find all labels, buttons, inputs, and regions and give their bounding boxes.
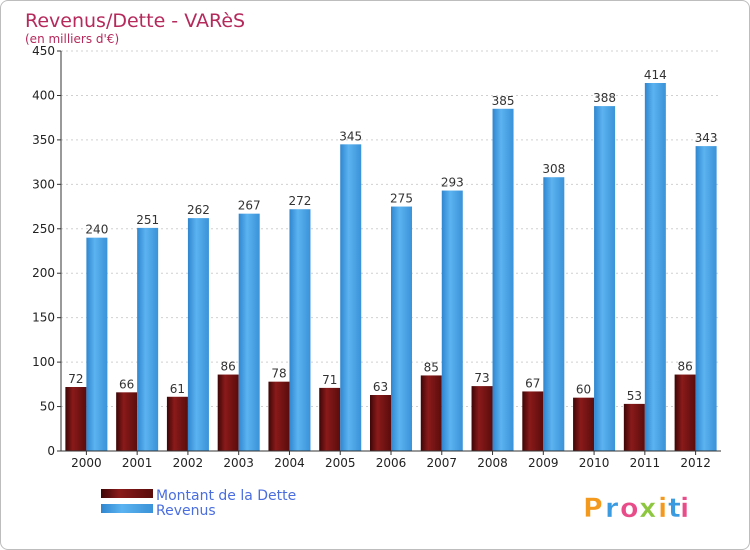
value-label-revenus: 240 xyxy=(85,223,108,237)
x-tick-label: 2000 xyxy=(71,456,102,470)
value-labels: 72 240 66 251 61 262 86 267 78 272 71 345 63 275 85 293… xyxy=(68,68,717,403)
bar-revenus xyxy=(238,213,260,451)
bar-debt xyxy=(623,403,645,451)
y-tick-label: 300 xyxy=(32,177,55,191)
y-tick-label: 200 xyxy=(32,266,55,280)
bar-debt xyxy=(116,392,138,451)
value-label-debt: 72 xyxy=(68,372,83,386)
legend-swatch-debt xyxy=(101,489,153,498)
value-label-revenus: 388 xyxy=(593,91,616,105)
y-axis-ticks: 0 50 100 150 200 250 300 350 400 450 xyxy=(32,44,61,458)
legend-label-debt: Montant de la Dette xyxy=(156,488,296,504)
y-tick-label: 50 xyxy=(40,400,55,414)
bar-revenus xyxy=(492,108,514,452)
x-tick-label: 2004 xyxy=(274,456,305,470)
value-label-revenus: 267 xyxy=(238,199,261,213)
bar-layer xyxy=(65,83,717,452)
bar-debt xyxy=(471,386,493,451)
x-tick-label: 2001 xyxy=(122,456,153,470)
x-tick-label: 2006 xyxy=(376,456,407,470)
bar-revenus xyxy=(137,227,159,451)
chart-subtitle: (en milliers d'€) xyxy=(25,32,119,46)
value-label-revenus: 345 xyxy=(339,129,362,143)
value-label-revenus: 275 xyxy=(390,192,413,206)
bar-debt xyxy=(420,375,442,451)
value-label-debt: 66 xyxy=(119,377,134,391)
value-label-revenus: 272 xyxy=(289,194,312,208)
x-tick-label: 2008 xyxy=(477,456,508,470)
value-label-debt: 85 xyxy=(424,360,439,374)
bar-revenus xyxy=(391,206,412,451)
bar-revenus xyxy=(644,83,666,451)
value-label-debt: 60 xyxy=(576,383,591,397)
y-tick-label: 100 xyxy=(32,355,55,369)
bar-debt xyxy=(217,374,239,451)
value-label-debt: 67 xyxy=(525,376,540,390)
bar-revenus xyxy=(695,146,717,451)
value-label-revenus: 293 xyxy=(441,176,464,190)
value-label-debt: 63 xyxy=(373,380,388,394)
logo-letter: P xyxy=(583,493,603,524)
logo-letter: r xyxy=(605,493,619,524)
bar-revenus xyxy=(86,237,108,451)
bar-debt xyxy=(370,395,391,451)
y-tick-label: 450 xyxy=(32,44,55,58)
bar-debt xyxy=(65,387,87,451)
bar-debt xyxy=(522,391,544,451)
x-tick-label: 2005 xyxy=(325,456,356,470)
y-tick-label: 0 xyxy=(47,444,55,458)
value-label-revenus: 251 xyxy=(136,213,159,227)
logo-letter: i xyxy=(658,493,667,524)
value-label-debt: 73 xyxy=(474,371,489,385)
bar-revenus xyxy=(543,177,565,451)
bar-revenus xyxy=(594,106,616,451)
bar-debt xyxy=(166,396,188,451)
chart-title: Revenus/Dette - VARèS xyxy=(25,10,245,32)
y-tick-label: 350 xyxy=(32,133,55,147)
x-tick-label: 2003 xyxy=(223,456,254,470)
value-label-revenus: 262 xyxy=(187,203,210,217)
x-tick-label: 2002 xyxy=(173,456,204,470)
legend: Montant de la Dette Revenus xyxy=(101,488,296,519)
bar-revenus xyxy=(441,190,463,452)
value-label-debt: 61 xyxy=(170,382,185,396)
x-tick-label: 2012 xyxy=(680,456,711,470)
x-tick-label: 2010 xyxy=(579,456,610,470)
logo-letter: t xyxy=(668,493,681,524)
value-label-revenus: 414 xyxy=(644,68,667,82)
value-label-debt: 53 xyxy=(627,389,642,403)
legend-swatch-revenus xyxy=(101,504,153,513)
bar-debt xyxy=(268,381,290,451)
value-label-debt: 78 xyxy=(271,367,286,381)
x-tick-label: 2007 xyxy=(426,456,457,470)
y-tick-label: 400 xyxy=(32,88,55,102)
logo-letter: x xyxy=(639,493,656,524)
x-axis-ticks: 2000 2001 2002 2003 2004 2005 2006 2007 2008 2009… xyxy=(71,451,711,470)
value-label-revenus: 308 xyxy=(542,162,565,176)
logo-letter: i xyxy=(680,493,689,524)
x-tick-label: 2011 xyxy=(630,456,661,470)
bar-revenus xyxy=(289,209,311,451)
bar-debt xyxy=(674,374,696,451)
bar-revenus xyxy=(340,144,362,452)
value-label-debt: 86 xyxy=(221,360,236,374)
bar-debt xyxy=(319,387,341,451)
bar-debt xyxy=(573,397,595,451)
value-label-revenus: 343 xyxy=(695,131,718,145)
value-label-debt: 71 xyxy=(322,373,337,387)
y-tick-label: 250 xyxy=(32,222,55,236)
logo-letter: o xyxy=(620,493,639,524)
value-label-debt: 86 xyxy=(677,360,692,374)
legend-label-revenus: Revenus xyxy=(156,503,216,519)
value-label-revenus: 385 xyxy=(492,94,515,108)
y-tick-label: 150 xyxy=(32,311,55,325)
x-tick-label: 2009 xyxy=(528,456,559,470)
bar-revenus xyxy=(187,218,209,451)
